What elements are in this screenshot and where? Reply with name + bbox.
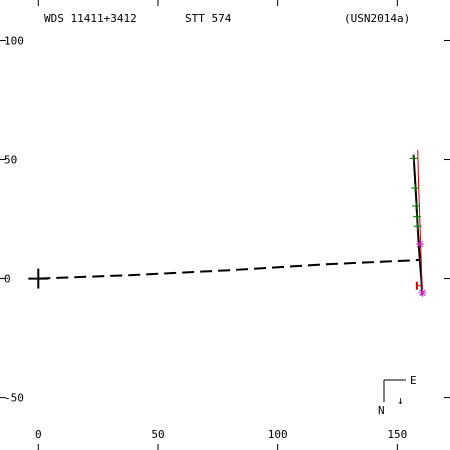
observation-point-green bbox=[413, 222, 422, 231]
observation-point-magenta bbox=[418, 288, 427, 297]
x-tick-label: 100 bbox=[268, 428, 288, 441]
north-label: N bbox=[378, 404, 385, 417]
observation-marks bbox=[409, 154, 427, 297]
observation-point-green bbox=[412, 212, 421, 221]
primary-star-cross bbox=[28, 268, 49, 289]
orbit-dashed-line bbox=[38, 259, 420, 280]
orientation-indicator: E N ↓ bbox=[378, 374, 417, 417]
motion-arrow-icon: ↓ bbox=[397, 394, 404, 407]
observation-point-magenta bbox=[416, 240, 425, 249]
x-tick-label: 0 bbox=[35, 428, 42, 441]
x-tick-label: 150 bbox=[387, 428, 407, 441]
observation-point-green bbox=[411, 184, 420, 193]
observation-point-green bbox=[412, 201, 421, 210]
observation-point-red bbox=[415, 281, 423, 290]
observation-point-green bbox=[409, 154, 418, 163]
x-tick-label: 50 bbox=[151, 428, 164, 441]
y-tick-label: 50 bbox=[4, 154, 17, 167]
east-label: E bbox=[410, 374, 417, 387]
y-tick-label: 100 bbox=[4, 34, 24, 47]
fit-line bbox=[417, 149, 423, 296]
orbit-reference: (USN2014a) bbox=[344, 12, 410, 25]
y-tick-label: 0 bbox=[4, 273, 11, 286]
star-designation: STT 574 bbox=[185, 12, 232, 25]
wds-identifier: WDS 11411+3412 bbox=[44, 12, 137, 25]
y-tick-label: -50 bbox=[4, 392, 24, 405]
